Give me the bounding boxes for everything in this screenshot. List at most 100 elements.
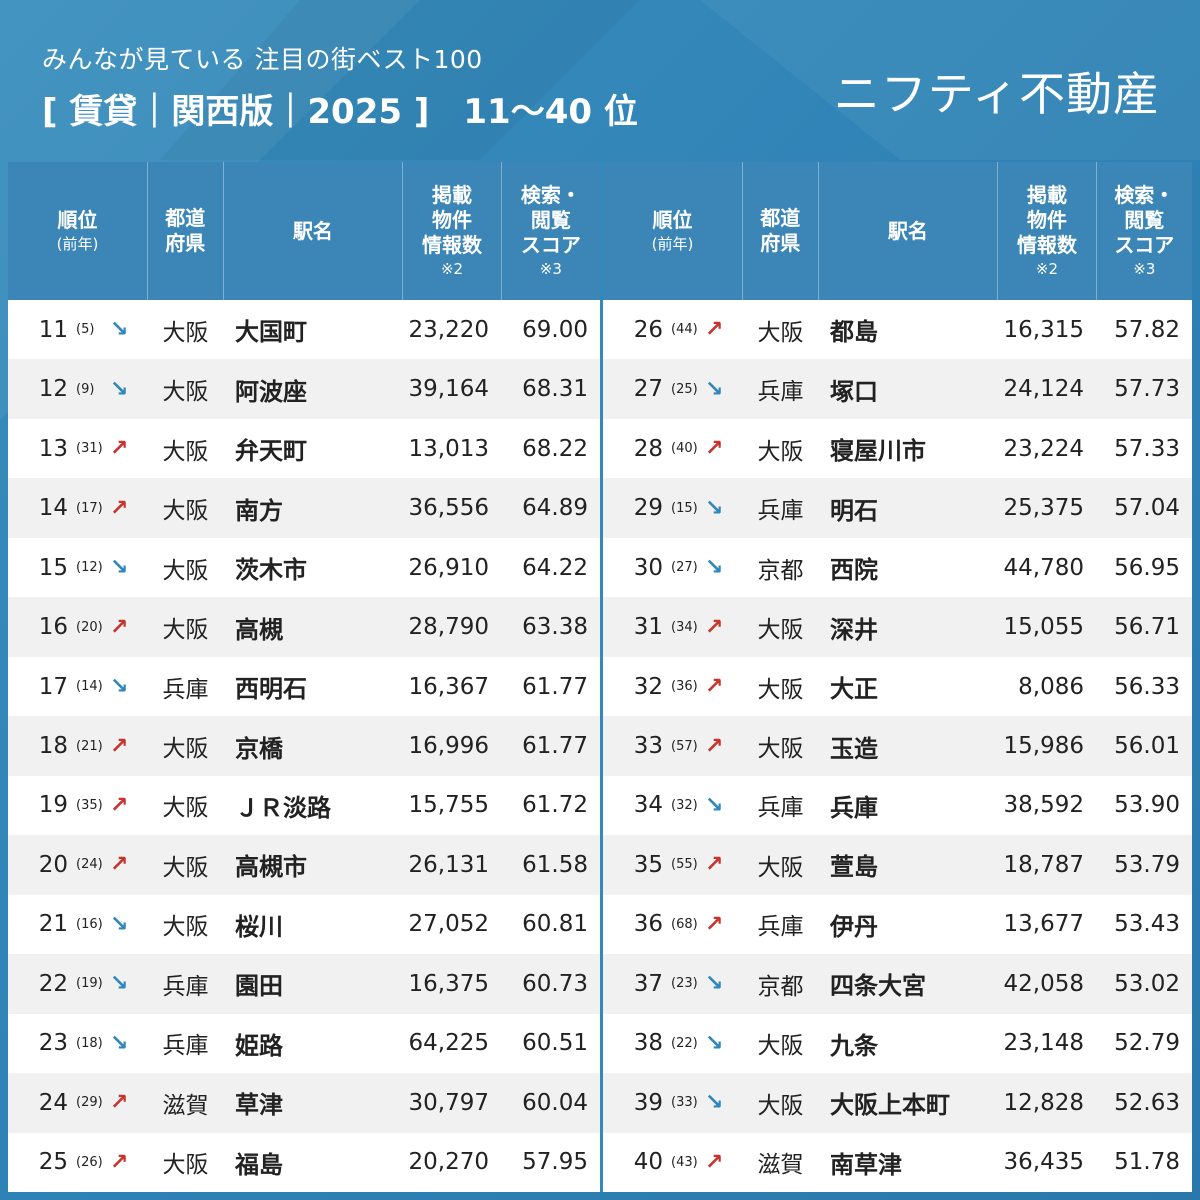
rank-number: 19 <box>38 792 68 819</box>
rank-number: 24 <box>38 1089 68 1116</box>
table-row: 25 (26) ↗ 大阪 福島 20,270 57.95 <box>8 1133 600 1192</box>
table-row: 31 (34) ↗ 大阪 深井 15,055 56.71 <box>603 597 1192 657</box>
prefecture: 大阪 <box>757 319 804 346</box>
column-count-line1: 掲載 <box>1026 182 1067 207</box>
previous-rank: (19) <box>76 976 103 992</box>
listing-count: 15,986 <box>1003 733 1084 760</box>
station-name: 草津 <box>235 1091 283 1120</box>
rank-number: 17 <box>38 673 68 700</box>
search-score: 57.73 <box>1114 376 1180 403</box>
rank-cell: 34 (32) ↘ <box>603 776 743 835</box>
trend-up-icon: ↗ <box>705 852 724 878</box>
trend-down-icon: ↘ <box>705 1030 724 1056</box>
rank-number: 27 <box>633 376 663 403</box>
table-row: 37 (23) ↘ 京都 四条大宮 42,058 53.02 <box>603 954 1192 1014</box>
station-name: 高槻市 <box>235 853 307 882</box>
rank-number: 11 <box>38 316 68 343</box>
rank-cell: 11 (5) ↘ <box>8 300 148 359</box>
rank-cell: 19 (35) ↗ <box>8 776 148 835</box>
search-score: 53.02 <box>1114 970 1180 997</box>
search-score: 60.51 <box>522 1030 588 1057</box>
station-name: 四条大宮 <box>830 972 926 1001</box>
column-count-note: ※2 <box>440 259 464 278</box>
rank-number: 37 <box>633 970 663 997</box>
station-name: 寝屋川市 <box>830 437 926 466</box>
trend-up-icon: ↗ <box>705 674 724 700</box>
trend-down-icon: ↘ <box>705 555 724 581</box>
search-score: 56.71 <box>1114 614 1180 641</box>
listing-count: 13,677 <box>1003 911 1084 938</box>
table-header: 順位 (前年) 都道 府県 駅名 掲載 物件 情報数 ※2 検索・ 閲覧 スコア… <box>8 162 600 300</box>
prefecture: 大阪 <box>162 914 209 941</box>
station-name: 大国町 <box>235 318 307 347</box>
search-score: 52.79 <box>1114 1030 1180 1057</box>
listing-count: 15,755 <box>408 792 489 819</box>
trend-up-icon: ↗ <box>110 733 129 759</box>
prefecture: 大阪 <box>757 1033 804 1060</box>
table-header: 順位 (前年) 都道 府県 駅名 掲載 物件 情報数 ※2 検索・ 閲覧 スコア… <box>603 162 1192 300</box>
rank-cell: 40 (43) ↗ <box>603 1133 743 1192</box>
trend-down-icon: ↘ <box>110 317 129 343</box>
prefecture: 大阪 <box>757 736 804 763</box>
trend-up-icon: ↗ <box>705 436 724 462</box>
listing-count: 18,787 <box>1003 851 1084 878</box>
station-name: 兵庫 <box>830 793 878 822</box>
table-row: 38 (22) ↘ 大阪 九条 23,148 52.79 <box>603 1014 1192 1073</box>
search-score: 69.00 <box>522 316 588 343</box>
station-name: ＪＲ淡路 <box>235 793 331 822</box>
trend-up-icon: ↗ <box>110 1090 129 1116</box>
table-row: 40 (43) ↗ 滋賀 南草津 36,435 51.78 <box>603 1133 1192 1192</box>
table-row: 29 (15) ↘ 兵庫 明石 25,375 57.04 <box>603 478 1192 538</box>
prefecture: 大阪 <box>162 557 209 584</box>
listing-count: 36,435 <box>1003 1149 1084 1176</box>
previous-rank: (18) <box>76 1035 103 1051</box>
table-row: 19 (35) ↗ 大阪 ＪＲ淡路 15,755 61.72 <box>8 776 600 835</box>
column-station: 駅名 <box>224 162 404 300</box>
search-score: 51.78 <box>1114 1149 1180 1176</box>
prefecture: 大阪 <box>162 379 209 406</box>
table-row: 17 (14) ↘ 兵庫 西明石 16,367 61.77 <box>8 657 600 716</box>
column-prefecture: 都道 府県 <box>743 162 819 300</box>
previous-rank: (32) <box>671 797 698 813</box>
trend-up-icon: ↗ <box>705 614 724 640</box>
previous-rank: (22) <box>671 1035 698 1051</box>
rank-cell: 17 (14) ↘ <box>8 657 148 716</box>
table-row: 18 (21) ↗ 大阪 京橋 16,996 61.77 <box>8 716 600 776</box>
search-score: 57.04 <box>1114 495 1180 522</box>
table-row: 14 (17) ↗ 大阪 南方 36,556 64.89 <box>8 478 600 538</box>
previous-rank: (33) <box>671 1095 698 1111</box>
column-station-label: 駅名 <box>292 218 333 243</box>
trend-up-icon: ↗ <box>110 1149 129 1175</box>
rank-cell: 20 (24) ↗ <box>8 835 148 894</box>
station-name: 玉造 <box>830 734 878 763</box>
previous-rank: (27) <box>671 560 698 576</box>
prefecture: 大阪 <box>162 498 209 525</box>
rank-cell: 36 (68) ↗ <box>603 895 743 954</box>
previous-rank: (43) <box>671 1154 698 1170</box>
search-score: 53.43 <box>1114 911 1180 938</box>
previous-rank: (36) <box>671 679 698 695</box>
trend-down-icon: ↘ <box>705 1090 724 1116</box>
listing-count: 42,058 <box>1003 970 1084 997</box>
rank-cell: 18 (21) ↗ <box>8 716 148 775</box>
rank-cell: 35 (55) ↗ <box>603 835 743 894</box>
rank-cell: 37 (23) ↘ <box>603 954 743 1013</box>
rank-number: 21 <box>38 911 68 938</box>
trend-up-icon: ↗ <box>705 911 724 937</box>
previous-rank: (9) <box>76 381 95 397</box>
subtitle: みんなが見ている 注目の街ベスト100 <box>42 45 483 74</box>
search-score: 60.04 <box>522 1089 588 1116</box>
trend-up-icon: ↗ <box>705 1149 724 1175</box>
listing-count: 26,131 <box>408 851 489 878</box>
rank-cell: 33 (57) ↗ <box>603 716 743 775</box>
column-score-line1: 検索・ <box>520 182 581 207</box>
prefecture: 大阪 <box>757 438 804 465</box>
previous-rank: (55) <box>671 857 698 873</box>
rank-number: 13 <box>38 435 68 462</box>
search-score: 64.89 <box>522 495 588 522</box>
search-score: 57.95 <box>522 1149 588 1176</box>
station-name: 阿波座 <box>235 377 307 406</box>
rank-number: 12 <box>38 376 68 403</box>
search-score: 61.72 <box>522 792 588 819</box>
prefecture: 大阪 <box>757 854 804 881</box>
